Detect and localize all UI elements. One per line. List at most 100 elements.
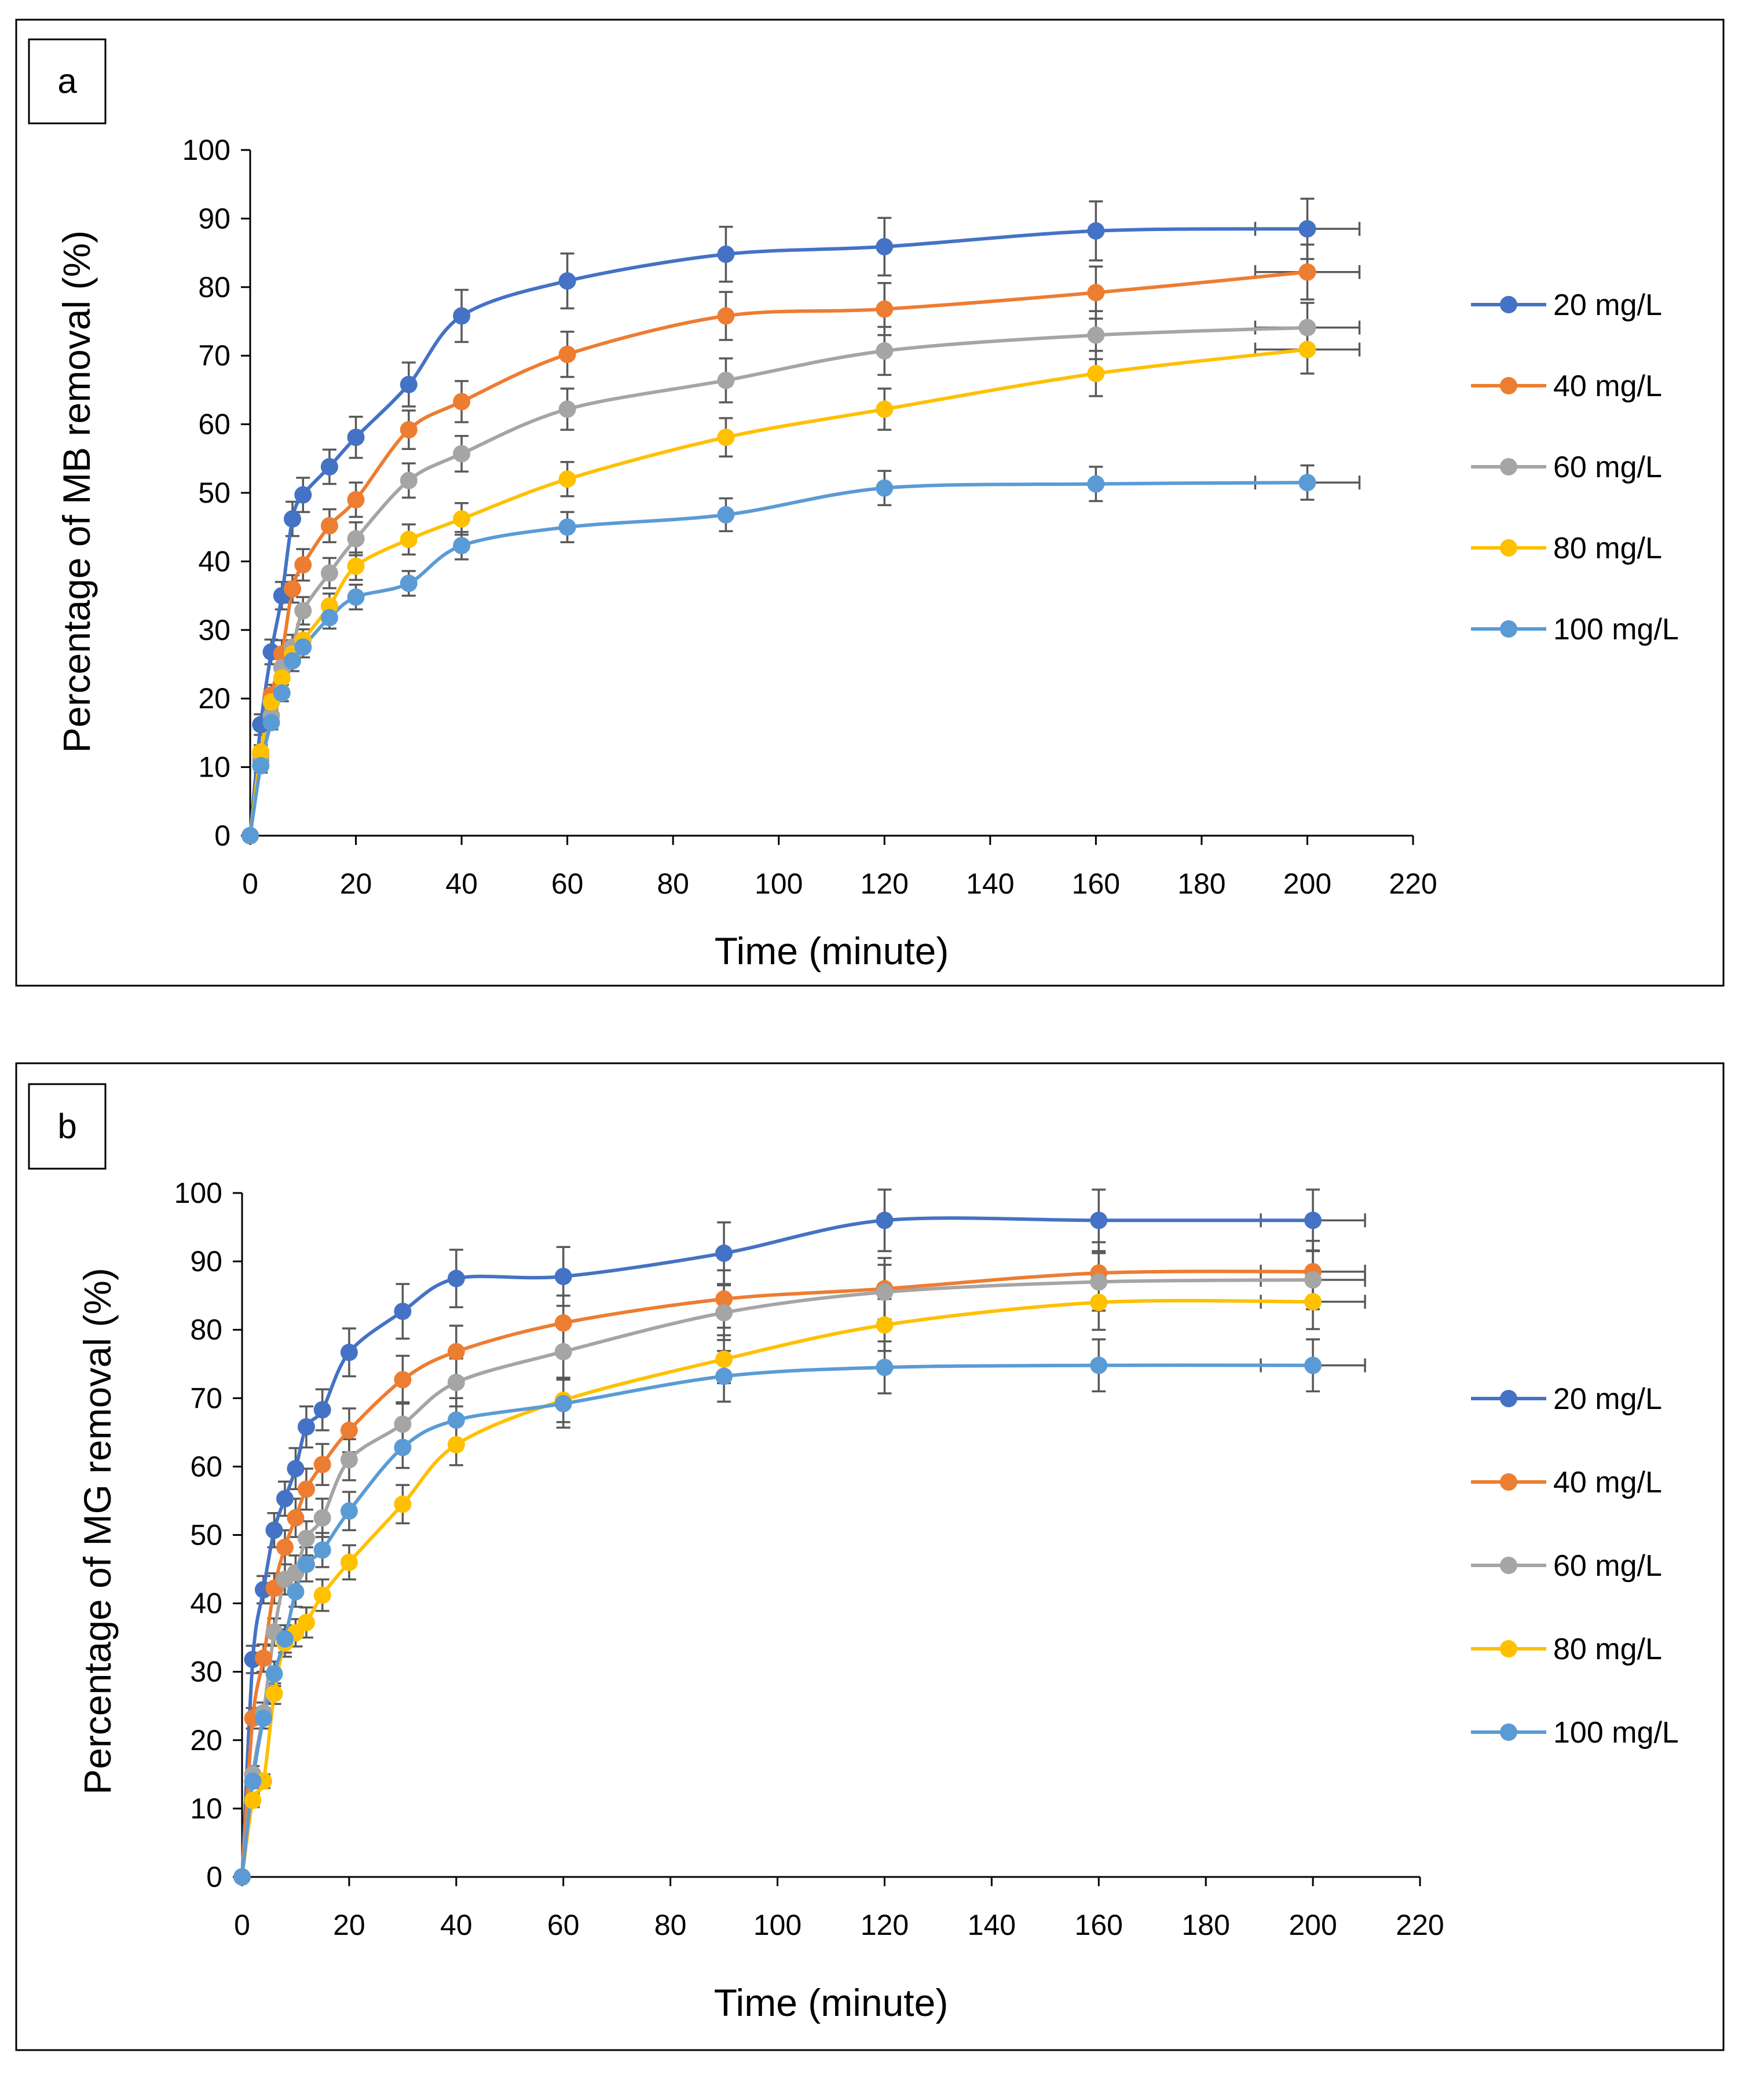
series-1-errorbars (246, 1239, 1366, 1730)
data-point (558, 518, 576, 536)
data-point (254, 1710, 272, 1728)
data-point (394, 1302, 412, 1320)
panel-frame (15, 1062, 1725, 2051)
y-tick-label: 10 (198, 751, 230, 784)
x-tick-label: 0 (234, 1909, 250, 1941)
series-3-errorbars (246, 1273, 1366, 1809)
series-4-errorbars (246, 1338, 1366, 1789)
data-point (447, 1411, 465, 1429)
data-point (313, 1401, 331, 1419)
series-3-errorbars (254, 324, 1361, 760)
x-tick-label: 160 (1072, 868, 1120, 900)
data-point (340, 1421, 358, 1439)
legend-swatch-marker (1500, 1723, 1517, 1741)
panel-a: a 0 10 20 30 40 50 60 70 80 90 100 0 20 40 60 80 100 120 14… (15, 19, 1725, 987)
data-point (276, 1538, 294, 1556)
data-point (558, 400, 576, 418)
data-point (1304, 1212, 1322, 1229)
data-point (287, 1459, 305, 1477)
data-point (297, 1556, 315, 1573)
data-point (252, 757, 270, 775)
data-point (287, 1509, 305, 1527)
data-point (717, 429, 735, 447)
data-point (876, 237, 894, 255)
data-point (297, 1613, 315, 1631)
legend-swatch-marker (1500, 539, 1517, 557)
data-point (876, 1212, 894, 1229)
data-point (340, 1344, 358, 1362)
data-point (453, 307, 471, 325)
y-axis-title: Percentage of MG removal (%) (76, 1268, 119, 1795)
data-point (1087, 364, 1105, 382)
y-tick-label: 60 (190, 1450, 222, 1483)
y-tick-label: 80 (198, 271, 230, 303)
x-tick-label: 220 (1396, 1909, 1444, 1941)
data-point (340, 1553, 358, 1571)
data-point (1298, 263, 1316, 281)
x-tick-label: 20 (333, 1909, 365, 1941)
x-tick-label: 100 (755, 868, 803, 900)
data-point (265, 1665, 283, 1683)
x-tick-label: 80 (654, 1909, 687, 1941)
data-point (876, 1359, 894, 1377)
data-point (394, 1415, 412, 1433)
data-point (715, 1244, 733, 1262)
data-point (297, 1418, 315, 1436)
x-tick-label: 220 (1389, 868, 1437, 900)
data-point (876, 1316, 894, 1334)
data-point (347, 491, 365, 508)
panel-letter: a (57, 62, 77, 101)
data-point (347, 530, 365, 548)
data-point (340, 1451, 358, 1469)
data-point (1304, 1293, 1322, 1311)
y-tick-label: 50 (198, 477, 230, 509)
legend-label: 60 mg/L (1553, 1549, 1662, 1583)
data-point (320, 609, 338, 627)
legend-swatch-marker (1500, 458, 1517, 475)
data-point (717, 245, 735, 263)
data-point (558, 272, 576, 290)
x-tick-label: 0 (242, 868, 258, 900)
data-point (876, 300, 894, 318)
data-point (554, 1268, 572, 1286)
data-point (284, 510, 302, 528)
data-point (347, 429, 365, 447)
data-point (447, 1436, 465, 1454)
x-axis-title: Time (minute) (714, 1981, 949, 2024)
data-point (1298, 319, 1316, 336)
x-tick-label: 100 (753, 1909, 802, 1941)
data-point (715, 1304, 733, 1322)
data-point (453, 537, 471, 555)
y-tick-label: 40 (198, 545, 230, 577)
data-point (1304, 1356, 1322, 1374)
y-tick-label: 100 (182, 134, 230, 166)
data-point (284, 580, 302, 598)
y-tick-label: 40 (190, 1587, 222, 1620)
data-point (294, 556, 312, 574)
panel-b: b 0 10 20 30 40 50 60 70 80 90 100 0 20 40 60 80 100 120 14… (15, 1062, 1725, 2051)
legend-swatch-marker (1500, 1640, 1517, 1657)
data-point (394, 1495, 412, 1513)
data-point (453, 510, 471, 528)
series-line-20mgL (248, 227, 1309, 837)
x-tick-label: 60 (547, 1909, 580, 1941)
data-point (294, 486, 312, 504)
data-point (447, 1269, 465, 1287)
data-point (320, 564, 338, 582)
y-tick-label: 90 (190, 1245, 222, 1278)
data-point (1087, 222, 1105, 240)
data-point (297, 1480, 315, 1498)
data-point (400, 471, 418, 489)
y-tick-label: 10 (190, 1792, 222, 1825)
legend-label: 40 mg/L (1553, 369, 1662, 403)
legend-swatch-marker (1500, 1557, 1517, 1574)
y-tick-label: 70 (190, 1382, 222, 1414)
legend-label: 20 mg/L (1553, 288, 1662, 322)
data-point (313, 1455, 331, 1473)
y-tick-label: 80 (190, 1313, 222, 1346)
data-point (265, 1521, 283, 1539)
data-point (252, 743, 270, 761)
panel-letter-box (28, 1083, 107, 1170)
data-point (715, 1290, 733, 1308)
